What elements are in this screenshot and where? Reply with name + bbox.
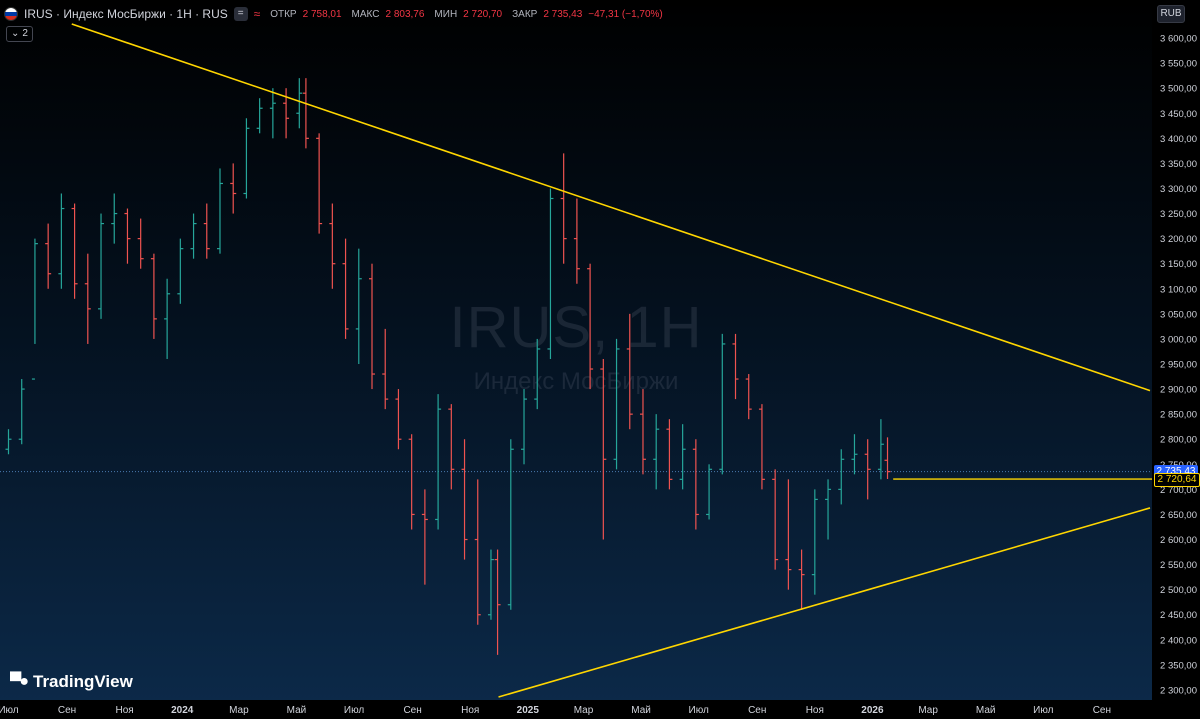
x-tick-label: 2024 <box>171 705 194 716</box>
open-label: ОТКР <box>270 8 297 20</box>
low-label: МИН <box>434 8 458 20</box>
x-tick-label: Сен <box>748 705 766 716</box>
y-tick-label: 3 550,00 <box>1160 59 1197 70</box>
x-tick-label: 2026 <box>861 705 884 716</box>
trendline <box>498 507 1151 698</box>
horizontal-line-price-tag: 2 720,64 <box>1154 473 1200 488</box>
y-tick-label: 3 150,00 <box>1160 259 1197 270</box>
open-value: 2 758,01 <box>302 8 342 20</box>
x-tick-label: Июл <box>689 705 709 716</box>
high-value: 2 803,76 <box>385 8 425 20</box>
x-tick-label: 2025 <box>517 705 540 716</box>
tradingview-logo-text: TradingView <box>33 672 133 691</box>
x-tick-label: Июл <box>344 705 364 716</box>
x-tick-label: Июл <box>1033 705 1053 716</box>
trendline <box>71 23 1151 392</box>
x-tick-label: Сен <box>1093 705 1111 716</box>
x-tick-label: Сен <box>403 705 421 716</box>
y-tick-label: 2 950,00 <box>1160 360 1197 371</box>
x-tick-label: Мар <box>229 705 249 716</box>
y-tick-label: 2 300,00 <box>1160 685 1197 696</box>
symbol-header: IRUS · Индекс МосБиржи · 1H · RUS = ≈ ОТ… <box>4 4 663 24</box>
y-tick-label: 3 400,00 <box>1160 134 1197 145</box>
y-tick-label: 2 650,00 <box>1160 510 1197 521</box>
indicators-count: 2 <box>22 28 28 39</box>
y-tick-label: 2 700,00 <box>1160 485 1197 496</box>
y-tick-label: 2 450,00 <box>1160 610 1197 621</box>
y-tick-label: 3 350,00 <box>1160 159 1197 170</box>
x-tick-label: Ноя <box>116 705 134 716</box>
x-tick-label: Май <box>631 705 651 716</box>
y-tick-label: 3 050,00 <box>1160 309 1197 320</box>
tradingview-logo[interactable]: ▀● TradingView <box>10 672 133 692</box>
chevron-down-icon: ⌄ <box>11 28 20 39</box>
y-tick-label: 3 500,00 <box>1160 84 1197 95</box>
price-axis-background <box>1152 0 1200 700</box>
low-value: 2 720,70 <box>463 8 503 20</box>
y-tick-label: 2 500,00 <box>1160 585 1197 596</box>
watermark-description: Индекс МосБиржи <box>473 368 679 395</box>
y-tick-label: 2 400,00 <box>1160 635 1197 646</box>
symbol-title[interactable]: IRUS · Индекс МосБиржи · 1H · RUS <box>24 7 228 21</box>
y-tick-label: 2 800,00 <box>1160 435 1197 446</box>
x-tick-label: Сен <box>58 705 76 716</box>
change-value: −47,31 (−1,70%) <box>588 8 663 20</box>
currency-button[interactable]: RUB <box>1157 5 1185 23</box>
y-tick-label: 3 600,00 <box>1160 34 1197 45</box>
indicator-toggle-button[interactable]: = <box>233 7 248 21</box>
indicators-collapse-button[interactable]: ⌄ 2 <box>6 26 33 42</box>
tradingview-logo-icon: ▀● <box>10 673 29 690</box>
y-tick-label: 3 300,00 <box>1160 184 1197 195</box>
y-tick-label: 2 850,00 <box>1160 410 1197 421</box>
time-axis-background <box>0 700 1200 719</box>
y-tick-label: 3 100,00 <box>1160 284 1197 295</box>
x-tick-label: Мар <box>574 705 594 716</box>
y-tick-label: 2 600,00 <box>1160 535 1197 546</box>
y-tick-label: 3 250,00 <box>1160 209 1197 220</box>
x-tick-label: Ноя <box>806 705 824 716</box>
high-label: МАКС <box>351 8 380 20</box>
x-tick-label: Ноя <box>461 705 479 716</box>
russia-flag-icon <box>4 7 18 21</box>
x-tick-label: Июл <box>0 705 19 716</box>
y-tick-label: 3 000,00 <box>1160 334 1197 345</box>
x-tick-label: Мар <box>918 705 938 716</box>
y-tick-label: 3 200,00 <box>1160 234 1197 245</box>
close-value: 2 735,43 <box>543 8 583 20</box>
watermark-symbol: IRUS, 1H <box>449 295 703 360</box>
close-label: ЗАКР <box>512 8 538 20</box>
y-tick-label: 2 900,00 <box>1160 385 1197 396</box>
wave-icon[interactable]: ≈ <box>253 7 261 21</box>
y-tick-label: 2 550,00 <box>1160 560 1197 571</box>
x-tick-label: Май <box>976 705 996 716</box>
x-tick-label: Май <box>287 705 307 716</box>
y-tick-label: 3 450,00 <box>1160 109 1197 120</box>
y-tick-label: 2 350,00 <box>1160 660 1197 671</box>
